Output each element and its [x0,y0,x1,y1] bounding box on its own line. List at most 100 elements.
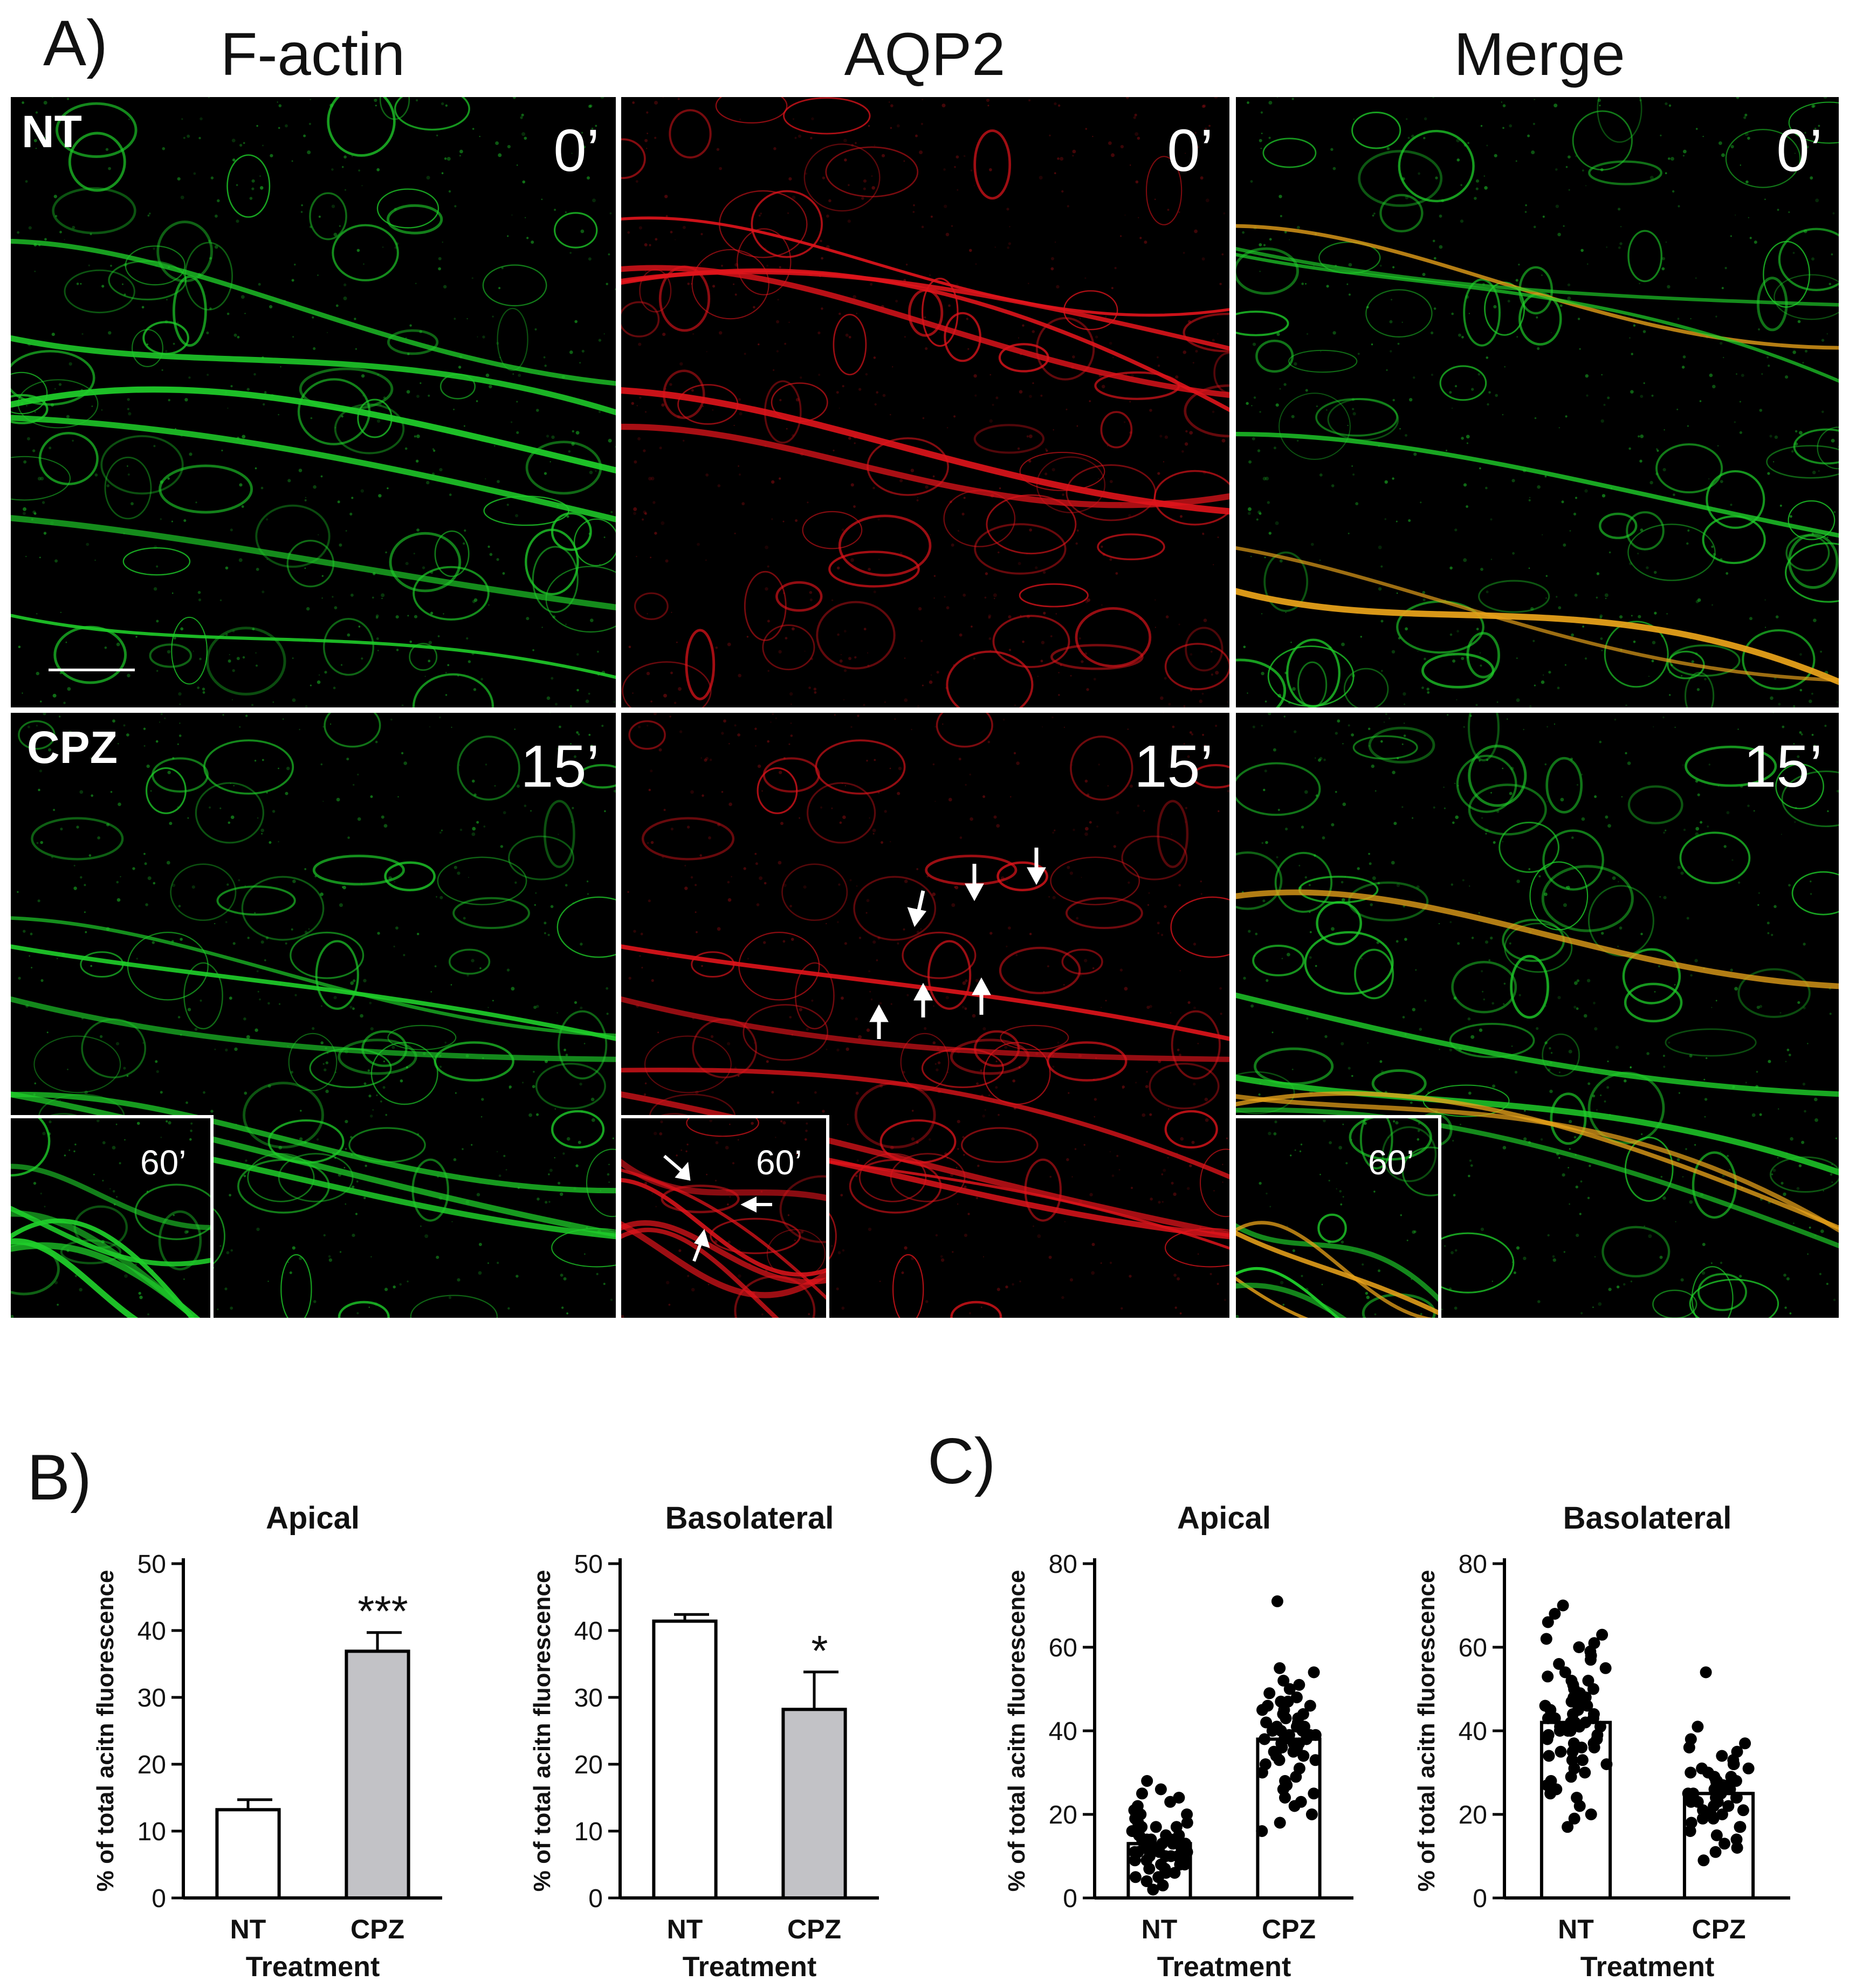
speckle [1468,1091,1472,1095]
speckle [139,1296,143,1299]
speckle [1223,1298,1227,1301]
speckle [1022,641,1025,643]
speckle [1265,841,1268,844]
speckle [1331,823,1335,827]
tubule-band [621,1159,826,1201]
data-point [1549,1608,1561,1620]
speckle [320,1041,324,1044]
speckle [184,398,188,402]
speckle [1378,587,1382,591]
cell-outline [1351,112,1401,149]
speckle [614,701,615,703]
speckle [1219,283,1222,285]
speckle [1596,1109,1598,1111]
speckle [1744,113,1748,116]
speckle [536,409,539,412]
speckle [547,933,550,937]
cell-outline [11,372,48,415]
speckle [1665,241,1667,243]
speckle [363,1196,366,1199]
cell-outline [1778,228,1839,291]
speckle [1529,705,1532,707]
speckle [1452,1140,1454,1142]
speckle [219,807,222,809]
speckle [633,507,637,511]
speckle [123,724,126,727]
speckle [214,1048,216,1050]
speckle [1242,231,1245,234]
speckle [429,726,430,727]
speckle [551,435,555,439]
speckle [1458,333,1461,337]
speckle [779,266,781,269]
speckle [79,1288,83,1292]
speckle [1792,252,1795,254]
speckle [451,1221,453,1222]
speckle [1557,996,1561,1000]
speckle [881,841,883,844]
speckle [1797,755,1800,758]
speckle [1550,332,1552,333]
speckle [1039,176,1043,180]
speckle [890,1003,892,1005]
speckle [647,725,649,727]
speckle [1016,761,1020,765]
cell-outline [1317,1213,1347,1243]
speckle [661,521,665,525]
cell-outline [379,97,410,120]
speckle [1390,350,1392,353]
speckle [1811,692,1813,695]
speckle [728,802,732,806]
speckle [836,391,839,394]
speckle [684,864,686,866]
speckle [1792,350,1796,354]
speckle [217,199,220,203]
speckle [1061,190,1064,193]
speckle [993,593,997,597]
speckle [899,1261,901,1263]
speckle [463,542,465,545]
speckle [236,219,239,223]
speckle [27,437,30,441]
cell-outline [1737,968,1811,1018]
tubule-band [11,386,616,474]
speckle [1373,1191,1376,1193]
speckle [343,1167,346,1168]
speckle [72,439,74,442]
speckle [1486,356,1489,359]
cell-outline [936,713,993,748]
speckle [780,1120,783,1123]
time-label-0: 0’ [1776,118,1823,184]
speckle [1556,596,1558,598]
speckle [1149,409,1152,412]
speckle [1261,725,1263,727]
speckle [144,862,147,865]
speckle [600,97,604,99]
speckle [321,597,323,599]
speckle [355,1213,358,1215]
speckle [668,1303,671,1306]
speckle [1466,505,1468,508]
speckle [1385,713,1387,716]
speckle [1571,836,1574,839]
cell-outline [715,97,788,124]
speckle [850,726,853,728]
speckle [510,421,513,423]
speckle [995,1060,998,1063]
speckle [79,790,84,794]
speckle [245,1159,248,1162]
speckle [292,1246,295,1250]
speckle [882,394,886,397]
speckle [1813,745,1816,747]
speckle [1341,881,1344,884]
speckle [1433,257,1436,260]
speckle [478,1271,482,1275]
speckle [643,510,647,514]
speckle [1677,865,1681,869]
cell-outline [802,511,863,549]
cell-outline [288,1033,338,1091]
cell-outline [338,1301,390,1318]
speckle [806,1122,808,1125]
cell-outline [1354,948,1394,1000]
speckle [54,559,58,563]
